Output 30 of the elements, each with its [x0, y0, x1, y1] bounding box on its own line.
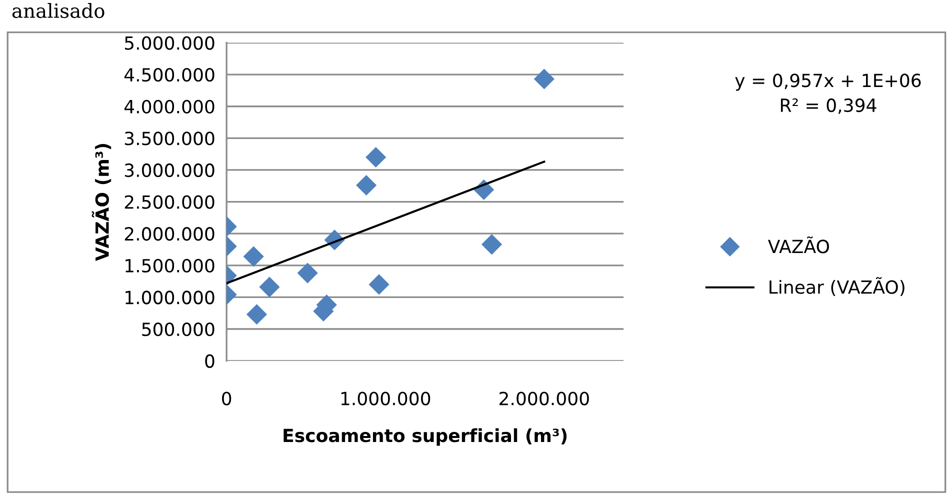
x-axis-title: Escoamento superficial (m³): [284, 428, 567, 446]
text: R² = 0,394: [780, 98, 876, 114]
point: [259, 276, 280, 298]
text: y = 0,957x + 1E+06: [735, 74, 921, 91]
y-tick-label: 3.500.000: [124, 132, 214, 146]
y-tick-label: 1.000.000: [126, 290, 214, 304]
y-tick-label: 4.000.000: [124, 100, 214, 114]
point: [366, 146, 386, 168]
y-tick-label: 500.000: [142, 322, 214, 336]
point: [534, 68, 554, 90]
legend-label: Linear (VAZÃO): [770, 277, 904, 296]
point: [297, 262, 318, 284]
y-tick-label: 4.500.000: [124, 68, 214, 82]
x-tick-label: 1.000.000: [341, 392, 430, 406]
legend-label: VAZÃO: [768, 236, 829, 254]
y-tick-label: 2.500.000: [124, 195, 214, 209]
y-axis-title: VAZÃO (m³): [92, 144, 112, 262]
y-tick-label: 1.500.000: [126, 258, 214, 273]
point: [246, 304, 268, 325]
text: analisado: [12, 3, 104, 18]
y-tick-label: 3.000.000: [124, 163, 214, 178]
point: [368, 274, 390, 295]
point: [481, 234, 502, 255]
y-tick-label: 0: [205, 354, 214, 368]
point: [356, 174, 377, 196]
y-tick-label: 2.000.000: [124, 227, 214, 241]
x-tick-label: 0: [222, 392, 232, 406]
x-tick-label: 2.000.000: [500, 392, 589, 406]
point: [243, 246, 264, 267]
y-tick-label: 5.000.000: [124, 36, 214, 50]
